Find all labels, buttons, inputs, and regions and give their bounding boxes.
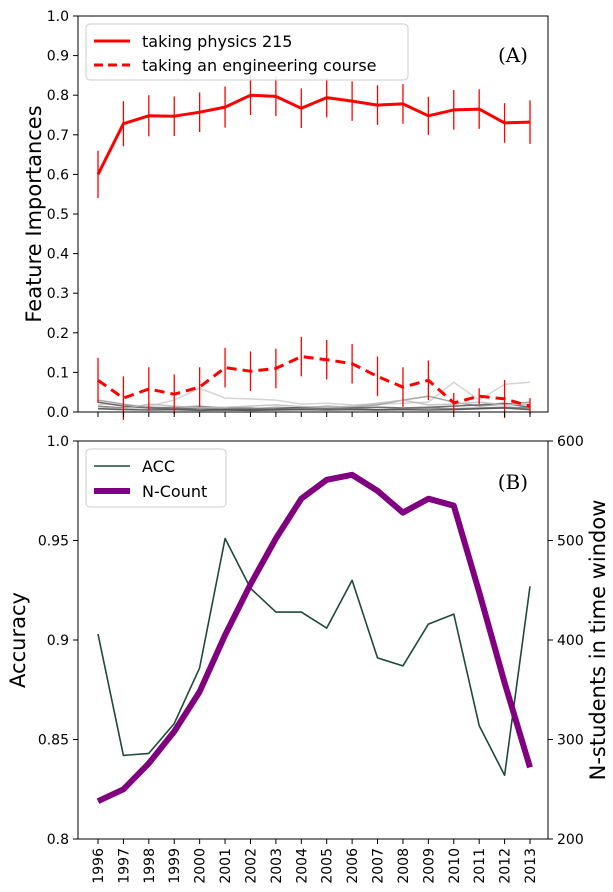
- x-tick-label: 1999: [167, 848, 183, 884]
- right-y-tick-label: 300: [557, 733, 584, 749]
- legend-label-physics: taking physics 215: [142, 32, 292, 51]
- y-tick-label: 0.8: [47, 832, 69, 848]
- panel-b-right-y-axis-title: N-students in time window: [586, 500, 610, 781]
- right-y-tick-label: 400: [557, 633, 584, 649]
- background-series-group: [97, 381, 531, 412]
- series-line-ncount: [96, 471, 533, 804]
- x-tick-label: 2004: [294, 848, 310, 884]
- y-tick-label: 1.0: [47, 434, 69, 450]
- panel-b-series-group: [96, 471, 533, 804]
- y-tick-label: 0.9: [47, 633, 69, 649]
- background-series-line-5: [97, 407, 531, 412]
- background-series-line-0: [97, 381, 531, 407]
- x-tick-label: 1997: [116, 848, 132, 884]
- x-tick-label: 2002: [243, 848, 259, 884]
- panel-a-legend: taking physics 215 taking an engineering…: [85, 23, 409, 81]
- panel-b-right-y-ticks: 200 300 400 500 600: [548, 434, 584, 848]
- y-tick-label: 0.6: [47, 167, 69, 183]
- y-tick-label: 0.3: [47, 286, 69, 302]
- y-tick-label: 0.9: [47, 49, 69, 65]
- x-tick-label: 2001: [218, 848, 234, 884]
- background-series-line-3: [97, 405, 531, 411]
- panel-a: 0.0 0.1 0.2 0.3 0.4 0.5 0.6 0.7 0.8 0.9 1.0 Featur…: [22, 9, 549, 421]
- x-tick-label: 2006: [345, 848, 361, 884]
- series-line-physics: [96, 93, 531, 176]
- y-tick-label: 0.4: [47, 247, 69, 263]
- panel-a-x-ticks: [97, 412, 531, 417]
- x-tick-label: 2013: [523, 848, 539, 884]
- x-tick-label: 2008: [396, 848, 412, 884]
- panel-a-y-ticks: 0.0 0.1 0.2 0.3 0.4 0.5 0.6 0.7 0.8 0.9 1.0: [47, 9, 78, 421]
- x-tick-label: 2010: [447, 848, 463, 884]
- y-tick-label: 0.85: [38, 733, 69, 749]
- y-tick-label: 0.2: [47, 326, 69, 342]
- legend-label-acc: ACC: [142, 457, 175, 476]
- x-tick-label: 2011: [472, 848, 488, 884]
- y-tick-label: 0.5: [47, 207, 69, 223]
- x-tick-label: 1996: [91, 848, 107, 884]
- y-tick-label: 0.1: [47, 365, 69, 381]
- series-line-acc: [97, 537, 531, 777]
- x-tick-label: 1998: [142, 848, 158, 884]
- x-tick-label: 2000: [193, 848, 209, 884]
- right-y-tick-label: 500: [557, 534, 584, 550]
- x-tick-label: 2012: [498, 848, 514, 884]
- panel-a-label: (A): [498, 43, 528, 67]
- legend-frame: [85, 23, 409, 81]
- y-tick-label: 1.0: [47, 9, 69, 25]
- panel-b-label: (B): [498, 470, 528, 494]
- right-y-tick-label: 200: [557, 832, 584, 848]
- legend-label-ncount: N-Count: [142, 482, 207, 501]
- panel-b-y-axis-title: Accuracy: [6, 592, 30, 688]
- y-tick-label: 0.0: [47, 405, 69, 421]
- y-tick-label: 0.95: [38, 534, 69, 550]
- x-tick-label: 2003: [269, 848, 285, 884]
- right-y-tick-label: 600: [557, 434, 584, 450]
- panel-b-left-y-ticks: 0.8 0.85 0.9 0.95 1.0: [38, 434, 78, 848]
- panel-b-legend: ACC N-Count: [85, 448, 227, 508]
- background-series-line-4: [97, 399, 531, 410]
- legend-label-engineering: taking an engineering course: [142, 56, 377, 75]
- y-tick-label: 0.8: [47, 88, 69, 104]
- panel-b-x-ticks: 1996 1997 1998 1999 2000 2001 2002 2003 2004 2005…: [91, 839, 539, 884]
- main-series-group: [96, 75, 531, 420]
- series-line-engineering: [97, 355, 531, 408]
- x-tick-label: 2007: [371, 848, 387, 884]
- x-tick-label: 2005: [320, 848, 336, 884]
- y-tick-label: 0.7: [47, 128, 69, 144]
- panel-a-y-axis-title: Feature Importances: [22, 105, 46, 322]
- x-tick-label: 2009: [421, 848, 437, 884]
